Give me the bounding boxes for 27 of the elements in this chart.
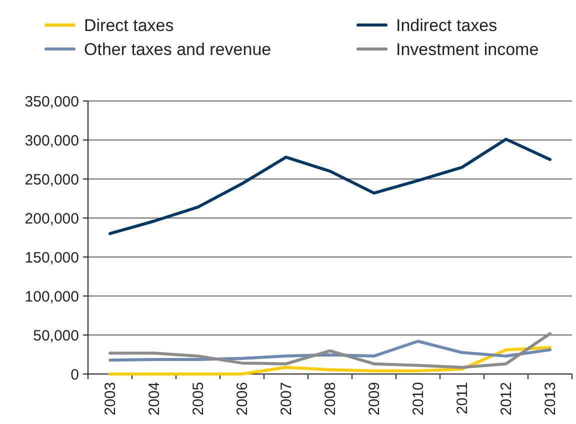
x-tick-label: 2010 — [410, 382, 427, 416]
x-tick-label: 2008 — [322, 382, 339, 416]
y-tick-label: 250,000 — [24, 171, 79, 188]
legend-label: Other taxes and revenue — [84, 40, 272, 59]
x-tick-label: 2009 — [366, 382, 383, 416]
y-tick-label: 50,000 — [33, 327, 79, 344]
y-tick-label: 200,000 — [24, 210, 79, 228]
x-tick-label: 2011 — [454, 382, 471, 414]
line-series — [108, 346, 552, 376]
x-tick-label: 2003 — [102, 382, 119, 416]
x-tick-label: 2012 — [498, 382, 515, 416]
line-series — [108, 138, 552, 236]
legend-label: Direct taxes — [84, 16, 174, 35]
line-series — [108, 332, 552, 369]
x-tick-label: 2007 — [278, 382, 295, 416]
legend-label: Investment income — [396, 40, 539, 59]
line-series — [108, 340, 552, 362]
x-tick-label: 2013 — [542, 382, 559, 416]
legend-label: Indirect taxes — [396, 16, 498, 35]
y-tick-label: 350,000 — [24, 93, 79, 110]
x-tick-label: 2006 — [234, 382, 251, 416]
y-tick-label: 300,000 — [24, 132, 79, 150]
y-tick-label: 150,000 — [24, 249, 79, 266]
x-tick-label: 2005 — [190, 382, 207, 416]
x-tick-label: 2004 — [146, 382, 163, 416]
y-tick-label: 0 — [70, 366, 79, 384]
y-tick-label: 100,000 — [24, 288, 79, 306]
